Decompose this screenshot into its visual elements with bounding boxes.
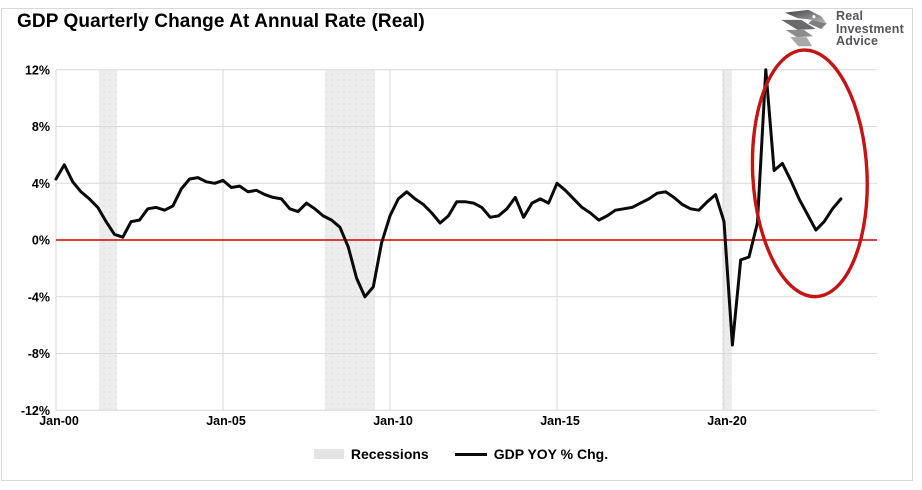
x-tick-label: Jan-00 <box>39 414 79 428</box>
legend-item-recessions: Recessions <box>313 446 429 462</box>
highlight-ellipse <box>750 48 869 299</box>
eagle-icon <box>781 9 827 47</box>
y-tick-label: 0% <box>32 234 50 248</box>
legend-label-series: GDP YOY % Chg. <box>493 446 609 462</box>
recession-swatch <box>313 449 344 459</box>
logo-text-line: Advice <box>836 34 879 49</box>
brand-logo: Real Investment Advice <box>777 9 904 49</box>
x-tick-label: Jan-15 <box>540 414 580 428</box>
gdp-line <box>54 68 843 347</box>
logo-text-line: Investment <box>836 21 904 36</box>
x-tick-label: Jan-20 <box>707 414 747 428</box>
gdp-yoy-series-line <box>54 68 843 347</box>
series-line-swatch <box>454 452 487 456</box>
y-tick-label: 4% <box>32 177 50 191</box>
x-tick-label: Jan-10 <box>373 414 413 428</box>
page-title: GDP Quarterly Change At Annual Rate (Rea… <box>17 11 425 32</box>
y-tick-label: 8% <box>32 120 50 134</box>
y-axis-labels: 12% 8% 4% 0% -4% -8% -12% <box>21 63 50 418</box>
legend-label-recessions: Recessions <box>350 446 429 462</box>
legend: Recessions GDP YOY % Chg. <box>0 446 922 462</box>
y-tick-label: -12% <box>21 404 50 418</box>
x-tick-label: Jan-05 <box>206 414 246 428</box>
legend-item-series: GDP YOY % Chg. <box>454 446 609 462</box>
logo-text: Real Investment Advice <box>836 10 904 48</box>
y-tick-label: 12% <box>25 63 50 77</box>
logo-text-line: Real <box>836 9 864 24</box>
y-tick-label: -4% <box>28 290 50 304</box>
y-tick-label: -8% <box>28 347 50 361</box>
x-axis-labels: Jan-00 Jan-05 Jan-10 Jan-15 Jan-20 <box>39 414 747 428</box>
annotation-ellipse <box>750 48 869 299</box>
